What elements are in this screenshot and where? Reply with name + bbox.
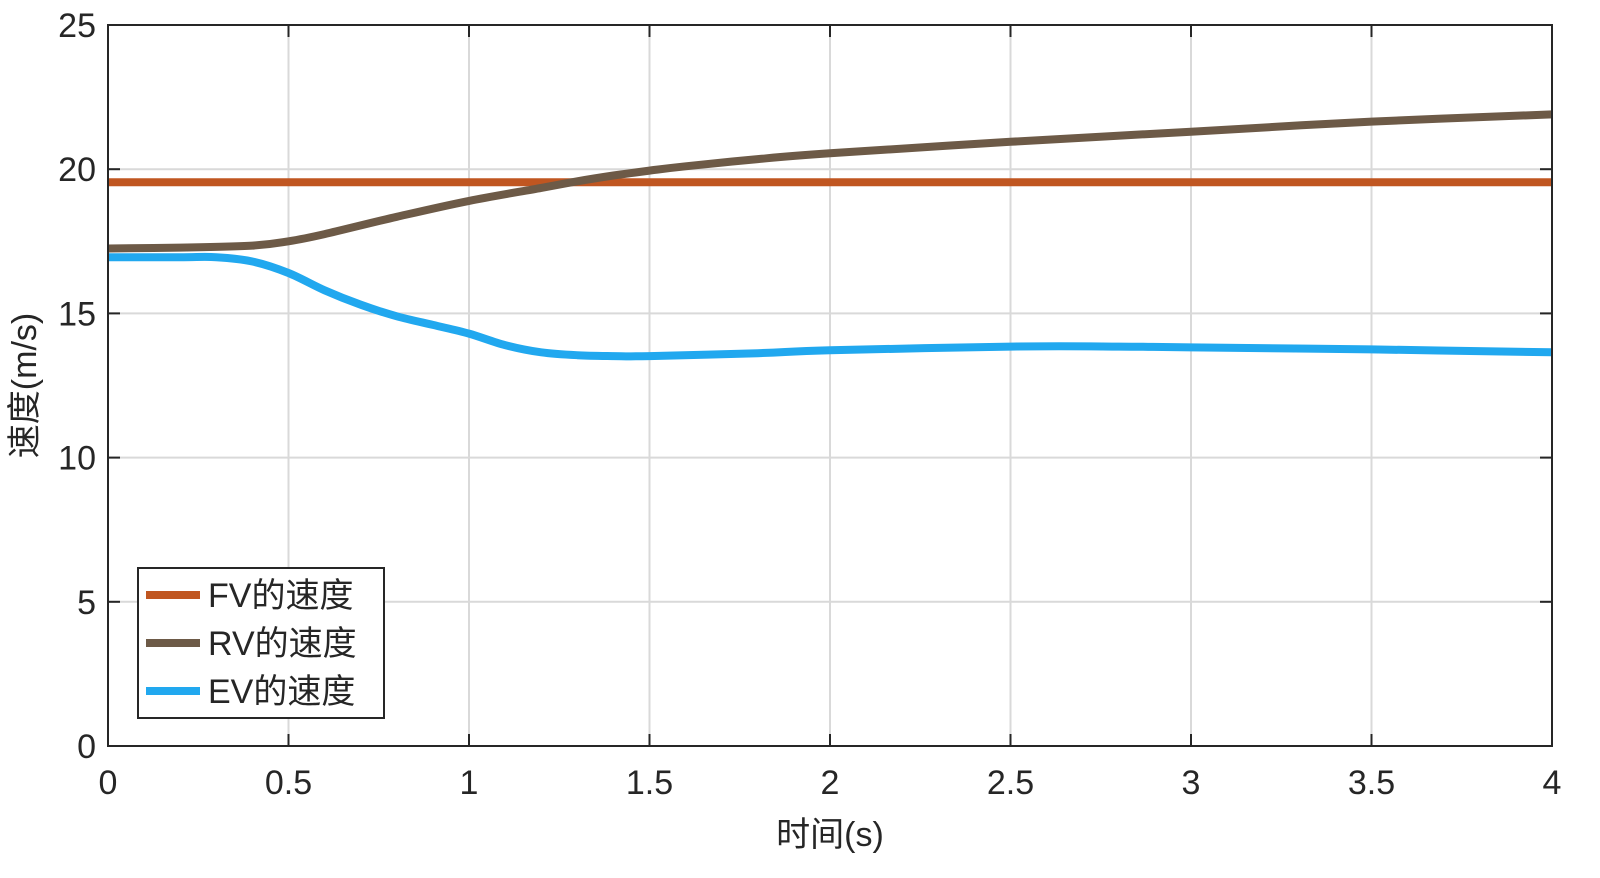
- x-tick-label: 2: [821, 764, 840, 802]
- x-tick-label: 2.5: [987, 764, 1034, 802]
- y-tick-label: 15: [58, 295, 96, 333]
- legend-label: EV的速度: [208, 673, 355, 711]
- legend-label: FV的速度: [208, 577, 353, 615]
- series-layer: [107, 110, 1553, 361]
- x-tick-label: 3.5: [1348, 764, 1395, 802]
- x-tick-label: 3: [1182, 764, 1201, 802]
- axis-ticks: [107, 24, 1553, 747]
- y-tick-label: 5: [77, 584, 96, 622]
- legend-label: RV的速度: [208, 625, 357, 663]
- y-tick-label: 0: [77, 728, 96, 766]
- x-tick-label: 4: [1543, 764, 1562, 802]
- series-line-2: [107, 110, 1553, 253]
- series-line-3: [107, 252, 1553, 361]
- y-tick-label: 10: [58, 440, 96, 478]
- y-axis-title: 速度(m/s): [6, 313, 44, 458]
- x-tick-label: 0.5: [265, 764, 312, 802]
- x-axis-title: 时间(s): [776, 816, 884, 854]
- x-tick-label: 1.5: [626, 764, 673, 802]
- legend: FV的速度 RV的速度 EV的速度: [137, 567, 385, 719]
- tick-labels: 0 0.5 1 1.5 2 2.5 3 3.5 4 0 5 10 15 20 25: [58, 7, 1561, 802]
- y-tick-label: 25: [58, 7, 96, 45]
- x-tick-label: 1: [460, 764, 479, 802]
- y-tick-label: 20: [58, 151, 96, 189]
- x-tick-label: 0: [99, 764, 118, 802]
